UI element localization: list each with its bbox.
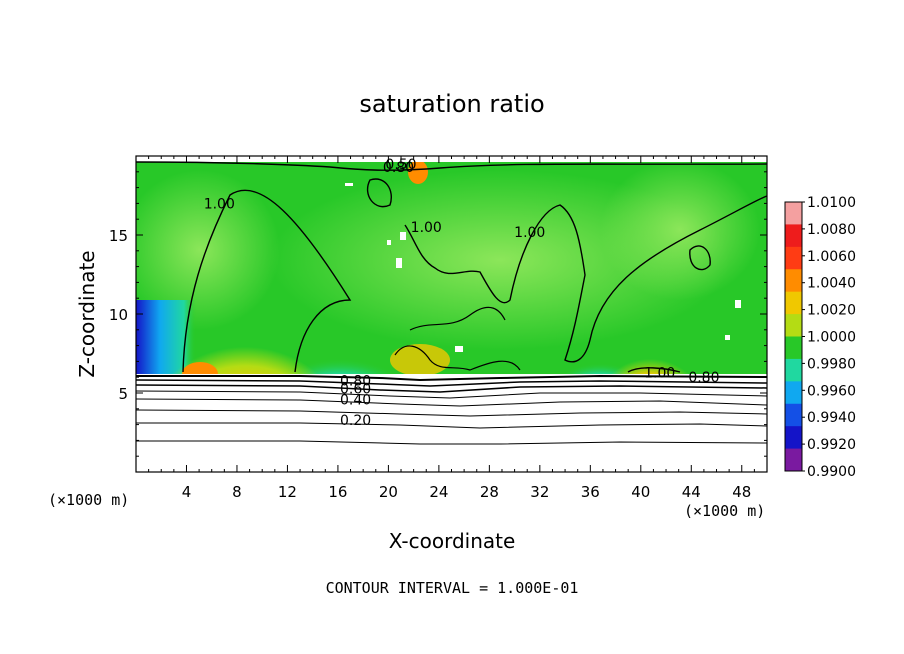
colorbar-label: 1.0060 (807, 249, 856, 265)
field-speckle (396, 258, 402, 268)
colorbar-label: 1.0040 (807, 276, 856, 292)
field-speckle (735, 300, 741, 308)
colorbar-label: 1.0000 (807, 330, 856, 346)
x-tick-label: 24 (429, 483, 448, 501)
contour-line (136, 384, 767, 393)
contour-line (689, 245, 711, 271)
colorbar-swatch (785, 269, 802, 293)
contour-label: 0.50 (385, 157, 416, 173)
x-tick-label: 8 (232, 483, 242, 501)
colorbar-label: 0.9980 (807, 356, 856, 372)
contour-line (136, 422, 767, 429)
colorbar-swatch (785, 381, 802, 405)
colorbar-label: 0.9940 (807, 410, 856, 426)
colorbar-swatch (785, 426, 802, 450)
contour-label: 1.00 (204, 196, 235, 212)
contour-label: 0.60 (340, 381, 371, 397)
contour-line (182, 189, 352, 373)
field-light-region (600, 160, 760, 300)
y-tick-label: 10 (109, 306, 128, 324)
field-light-region (136, 170, 280, 330)
chart-title: saturation ratio (359, 90, 544, 118)
x-tick-label: 36 (581, 483, 600, 501)
colorbar-label: 1.0080 (807, 222, 856, 238)
field-speckle (455, 346, 463, 352)
contour-label: 1.00 (411, 220, 442, 236)
x-tick-label: 20 (379, 483, 398, 501)
x-axis-unit-left: (×1000 m) (48, 491, 129, 509)
contour-line (136, 398, 767, 407)
field-speckle (725, 335, 730, 340)
x-axis-label: X-coordinate (389, 529, 516, 553)
colorbar-swatch (785, 202, 802, 225)
colorbar-swatch (785, 336, 802, 360)
colorbar-label: 1.0100 (807, 195, 856, 211)
colorbar-label: 0.9920 (807, 437, 856, 453)
colorbar-label: 0.9960 (807, 383, 856, 399)
plot-area: 0.500.801.001.00 1.000.800.600.400.201.00… (136, 156, 767, 472)
colorbar: 1.0100 1.0080 1.0060 1.0040 1.0020 1.0000 0.99… (784, 195, 856, 480)
contour-label: 0.80 (383, 160, 414, 176)
colorbar-swatch (785, 448, 802, 472)
colorbar-label: 1.0020 (807, 303, 856, 319)
contour-line (404, 195, 767, 363)
contour-line (394, 345, 521, 371)
x-tick-label: 12 (278, 483, 297, 501)
x-tick-label: 16 (328, 483, 347, 501)
contour-label: 1.00 (514, 225, 545, 241)
y-axis-label: Z-coordinate (75, 250, 99, 377)
field-speckle (345, 183, 353, 186)
x-axis-unit-right: (×1000 m) (684, 502, 765, 520)
colorbar-swatch (785, 291, 802, 315)
field-supersaturated-region (408, 160, 428, 184)
contour-line (366, 178, 392, 208)
x-tick-label: 28 (480, 483, 499, 501)
x-tick-label: 4 (182, 483, 192, 501)
contour-label: 0.80 (688, 370, 719, 386)
contour-line (136, 440, 767, 445)
contour-line (409, 306, 506, 331)
field-supersaturated-region (390, 344, 450, 376)
contour-line (136, 374, 767, 382)
y-tick-label: 15 (109, 227, 128, 245)
colorbar-swatch (785, 358, 802, 382)
colorbar-swatch (785, 224, 802, 248)
y-tick-label: 5 (118, 385, 128, 403)
field-speckle (400, 232, 406, 240)
contour-interval-note: CONTOUR INTERVAL = 1.000E-01 (326, 579, 579, 597)
x-tick-label: 40 (631, 483, 650, 501)
contour-label: 1.00 (644, 365, 675, 381)
contour-label: 0.80 (340, 373, 371, 389)
x-tick-label: 32 (530, 483, 549, 501)
contour-line (136, 379, 767, 387)
contour-line (136, 409, 767, 417)
y-axis: 5 10 15 (109, 171, 767, 457)
contour-label: 0.20 (340, 413, 371, 429)
contour-line (136, 390, 767, 399)
colorbar-swatch (785, 246, 802, 270)
colorbar-swatch (785, 403, 802, 427)
colorbar-label: 0.9900 (807, 464, 856, 480)
contour-label: 0.40 (340, 392, 371, 408)
contour-label-layer: 0.500.801.001.00 1.000.800.600.400.201.00… (204, 157, 720, 429)
contour-line (136, 161, 767, 171)
x-tick-label: 44 (682, 483, 701, 501)
contour-line (627, 367, 681, 373)
x-axis: 4 8 12 16 20 24 28 32 36 40 44 48 (148, 156, 755, 501)
colorbar-swatch (785, 314, 802, 337)
x-tick-label: 48 (732, 483, 751, 501)
field-speckle (387, 240, 391, 245)
